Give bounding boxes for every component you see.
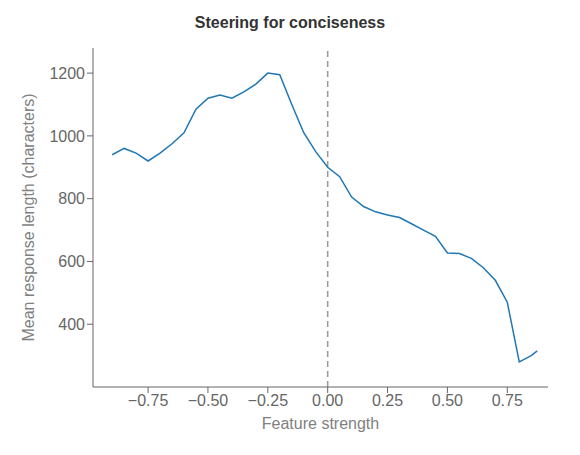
- svg-text:−0.75: −0.75: [128, 392, 169, 409]
- svg-text:Feature strength: Feature strength: [262, 415, 379, 432]
- svg-text:0.00: 0.00: [312, 392, 343, 409]
- svg-text:800: 800: [58, 190, 85, 207]
- svg-text:−0.25: −0.25: [248, 392, 289, 409]
- svg-text:0.50: 0.50: [432, 392, 463, 409]
- svg-text:600: 600: [58, 253, 85, 270]
- svg-text:0.75: 0.75: [492, 392, 523, 409]
- svg-text:−0.50: −0.50: [188, 392, 229, 409]
- svg-text:1000: 1000: [49, 128, 85, 145]
- svg-text:0.25: 0.25: [372, 392, 403, 409]
- svg-text:1200: 1200: [49, 65, 85, 82]
- svg-text:Mean response length (characte: Mean response length (characters): [20, 93, 37, 341]
- html-text:Steering for conciseness: Steering for conciseness: [194, 14, 386, 31]
- svg-text:400: 400: [58, 316, 85, 333]
